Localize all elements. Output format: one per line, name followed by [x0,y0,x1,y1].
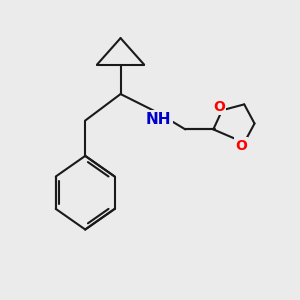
Text: O: O [235,139,247,153]
Text: O: O [213,100,225,114]
Text: NH: NH [146,112,172,127]
